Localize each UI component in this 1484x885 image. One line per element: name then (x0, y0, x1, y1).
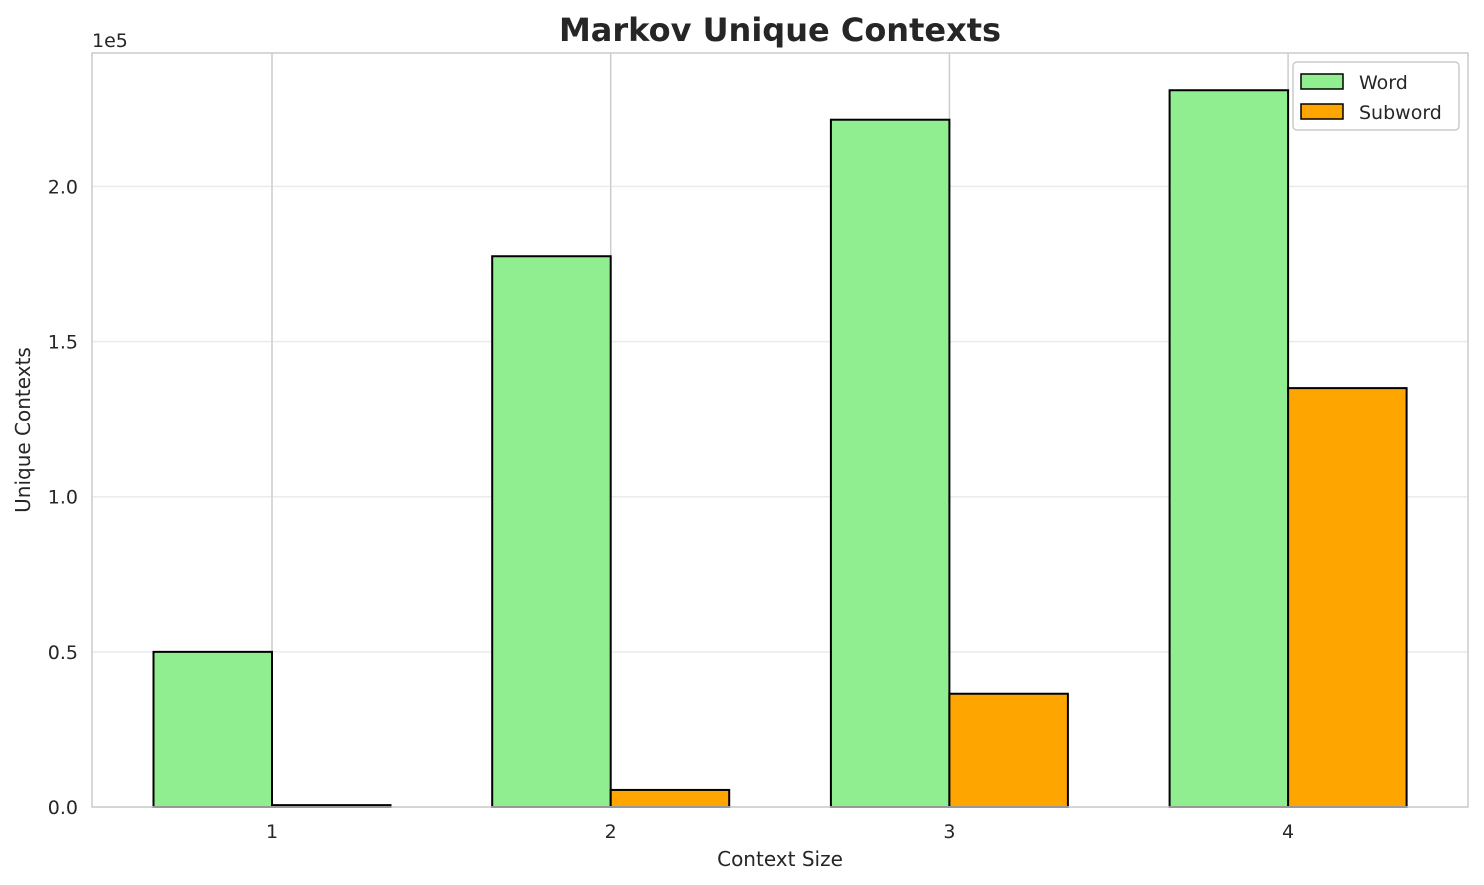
plot-frame (91, 52, 1469, 808)
x-axis-title: Context Size (717, 847, 843, 871)
bar-word-1 (152, 650, 273, 808)
y-axis-offset-label: 1e5 (92, 30, 128, 52)
bar-subword-3 (948, 692, 1069, 809)
bar-subword-2 (609, 788, 731, 808)
y-tick-label: 1.0 (48, 487, 78, 509)
bar-subword-4 (1287, 387, 1408, 808)
x-tick-label: 1 (266, 821, 278, 843)
legend-label-subword: Subword (1359, 102, 1442, 124)
x-tick-label: 4 (1282, 821, 1294, 843)
legend: Word Subword (1292, 61, 1460, 131)
y-tick-label: 2.0 (48, 176, 78, 198)
chart-title: Markov Unique Contexts (559, 11, 1001, 49)
bars (152, 89, 1408, 809)
legend-swatch-word (1300, 73, 1344, 90)
bar-word-4 (1168, 89, 1290, 809)
y-tick-label: 0.0 (48, 797, 78, 819)
bar-word-3 (829, 118, 951, 809)
y-axis-title: Unique Contexts (11, 347, 35, 513)
legend-swatch-subword (1300, 103, 1344, 120)
y-tick-label: 1.5 (48, 332, 78, 354)
y-tick-label: 0.5 (48, 642, 78, 664)
x-tick-label: 2 (605, 821, 617, 843)
bar-word-2 (491, 255, 612, 808)
legend-label-word: Word (1359, 72, 1408, 94)
tick-labels: 0.0 0.5 1.0 1.5 2.0 1 2 3 4 (48, 176, 1294, 843)
x-tick-label: 3 (943, 821, 955, 843)
